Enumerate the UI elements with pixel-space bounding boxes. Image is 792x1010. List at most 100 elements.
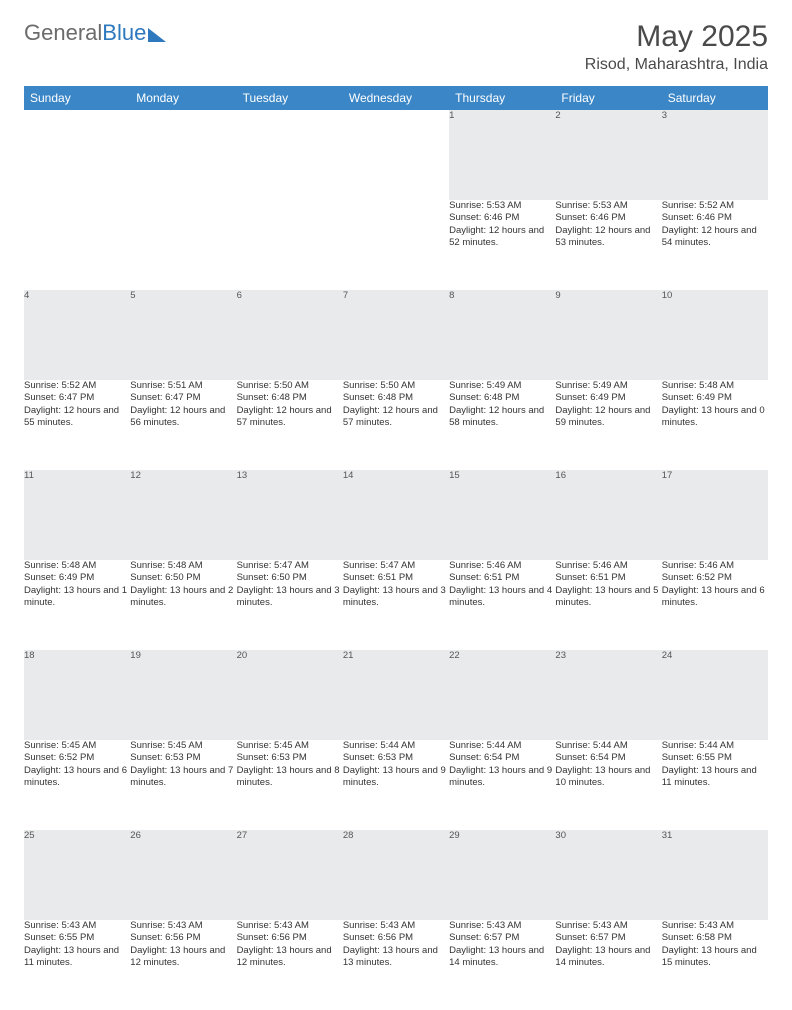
day-number-cell: 25 [24,830,130,920]
weekday-header: Friday [555,86,661,110]
day-number-cell: 8 [449,290,555,380]
sunset-line: Sunset: 6:52 PM [24,752,130,764]
daylight-line: Daylight: 13 hours and 3 minutes. [343,585,449,610]
sunset-line: Sunset: 6:57 PM [449,932,555,944]
day-number-cell [237,110,343,200]
sunrise-line: Sunrise: 5:49 AM [449,380,555,392]
sunrise-line: Sunrise: 5:44 AM [449,740,555,752]
day-number-cell: 24 [662,650,768,740]
day-detail-cell: Sunrise: 5:47 AMSunset: 6:50 PMDaylight:… [237,560,343,650]
day-number-cell: 7 [343,290,449,380]
day-detail-row: Sunrise: 5:52 AMSunset: 6:47 PMDaylight:… [24,380,768,470]
daylight-line: Daylight: 13 hours and 4 minutes. [449,585,555,610]
sunset-line: Sunset: 6:48 PM [343,392,449,404]
day-number-cell: 17 [662,470,768,560]
day-detail-cell: Sunrise: 5:44 AMSunset: 6:54 PMDaylight:… [555,740,661,830]
sunrise-line: Sunrise: 5:51 AM [130,380,236,392]
calendar-table: Sunday Monday Tuesday Wednesday Thursday… [24,86,768,1010]
sunrise-line: Sunrise: 5:52 AM [662,200,768,212]
day-detail-cell: Sunrise: 5:45 AMSunset: 6:53 PMDaylight:… [130,740,236,830]
sunrise-line: Sunrise: 5:53 AM [449,200,555,212]
day-detail-row: Sunrise: 5:45 AMSunset: 6:52 PMDaylight:… [24,740,768,830]
day-number-cell: 31 [662,830,768,920]
day-detail-cell: Sunrise: 5:47 AMSunset: 6:51 PMDaylight:… [343,560,449,650]
sunset-line: Sunset: 6:46 PM [449,212,555,224]
weekday-header: Saturday [662,86,768,110]
day-detail-cell: Sunrise: 5:48 AMSunset: 6:49 PMDaylight:… [662,380,768,470]
sunset-line: Sunset: 6:56 PM [343,932,449,944]
sunrise-line: Sunrise: 5:46 AM [449,560,555,572]
daylight-line: Daylight: 13 hours and 0 minutes. [662,405,768,430]
day-number-cell: 6 [237,290,343,380]
day-detail-cell: Sunrise: 5:52 AMSunset: 6:47 PMDaylight:… [24,380,130,470]
daylight-line: Daylight: 13 hours and 2 minutes. [130,585,236,610]
day-detail-cell [24,200,130,290]
sunset-line: Sunset: 6:49 PM [24,572,130,584]
day-detail-cell: Sunrise: 5:50 AMSunset: 6:48 PMDaylight:… [343,380,449,470]
daylight-line: Daylight: 13 hours and 5 minutes. [555,585,661,610]
day-number-cell: 4 [24,290,130,380]
day-number-cell [343,110,449,200]
day-detail-cell: Sunrise: 5:43 AMSunset: 6:56 PMDaylight:… [130,920,236,1010]
weekday-header: Sunday [24,86,130,110]
weekday-header: Tuesday [237,86,343,110]
day-detail-cell: Sunrise: 5:43 AMSunset: 6:58 PMDaylight:… [662,920,768,1010]
daylight-line: Daylight: 13 hours and 9 minutes. [343,765,449,790]
sunset-line: Sunset: 6:54 PM [555,752,661,764]
daylight-line: Daylight: 13 hours and 7 minutes. [130,765,236,790]
day-number-cell: 15 [449,470,555,560]
day-detail-cell: Sunrise: 5:49 AMSunset: 6:49 PMDaylight:… [555,380,661,470]
daylight-line: Daylight: 13 hours and 14 minutes. [449,945,555,970]
day-detail-cell: Sunrise: 5:44 AMSunset: 6:53 PMDaylight:… [343,740,449,830]
daylight-line: Daylight: 12 hours and 57 minutes. [237,405,343,430]
daylight-line: Daylight: 13 hours and 1 minute. [24,585,130,610]
day-number-row: 11121314151617 [24,470,768,560]
sunset-line: Sunset: 6:51 PM [343,572,449,584]
day-detail-cell: Sunrise: 5:43 AMSunset: 6:57 PMDaylight:… [555,920,661,1010]
weekday-header: Monday [130,86,236,110]
day-detail-cell: Sunrise: 5:48 AMSunset: 6:50 PMDaylight:… [130,560,236,650]
weekday-header: Wednesday [343,86,449,110]
sunset-line: Sunset: 6:56 PM [237,932,343,944]
sunset-line: Sunset: 6:48 PM [449,392,555,404]
sunset-line: Sunset: 6:56 PM [130,932,236,944]
day-number-cell: 13 [237,470,343,560]
day-number-cell: 30 [555,830,661,920]
day-detail-cell: Sunrise: 5:45 AMSunset: 6:52 PMDaylight:… [24,740,130,830]
daylight-line: Daylight: 12 hours and 58 minutes. [449,405,555,430]
sunset-line: Sunset: 6:49 PM [662,392,768,404]
sunrise-line: Sunrise: 5:43 AM [343,920,449,932]
sunset-line: Sunset: 6:55 PM [662,752,768,764]
day-detail-cell: Sunrise: 5:43 AMSunset: 6:56 PMDaylight:… [343,920,449,1010]
sunrise-line: Sunrise: 5:43 AM [555,920,661,932]
daylight-line: Daylight: 12 hours and 55 minutes. [24,405,130,430]
sunrise-line: Sunrise: 5:47 AM [237,560,343,572]
day-detail-cell: Sunrise: 5:43 AMSunset: 6:56 PMDaylight:… [237,920,343,1010]
day-number-cell: 18 [24,650,130,740]
sunset-line: Sunset: 6:47 PM [24,392,130,404]
day-number-cell [130,110,236,200]
day-detail-cell [130,200,236,290]
daylight-line: Daylight: 12 hours and 52 minutes. [449,225,555,250]
sunrise-line: Sunrise: 5:43 AM [130,920,236,932]
day-number-cell: 29 [449,830,555,920]
day-number-cell: 11 [24,470,130,560]
day-number-cell: 20 [237,650,343,740]
title-block: May 2025 Risod, Maharashtra, India [585,20,768,74]
sunrise-line: Sunrise: 5:44 AM [555,740,661,752]
day-detail-cell [237,200,343,290]
sunrise-line: Sunrise: 5:48 AM [130,560,236,572]
sunset-line: Sunset: 6:49 PM [555,392,661,404]
day-detail-cell: Sunrise: 5:49 AMSunset: 6:48 PMDaylight:… [449,380,555,470]
daylight-line: Daylight: 13 hours and 11 minutes. [662,765,768,790]
sunset-line: Sunset: 6:58 PM [662,932,768,944]
day-number-cell: 2 [555,110,661,200]
sunrise-line: Sunrise: 5:45 AM [237,740,343,752]
day-number-cell: 10 [662,290,768,380]
daylight-line: Daylight: 13 hours and 12 minutes. [237,945,343,970]
sunrise-line: Sunrise: 5:43 AM [449,920,555,932]
day-number-cell: 23 [555,650,661,740]
sunset-line: Sunset: 6:54 PM [449,752,555,764]
day-detail-cell: Sunrise: 5:43 AMSunset: 6:55 PMDaylight:… [24,920,130,1010]
day-number-cell [24,110,130,200]
